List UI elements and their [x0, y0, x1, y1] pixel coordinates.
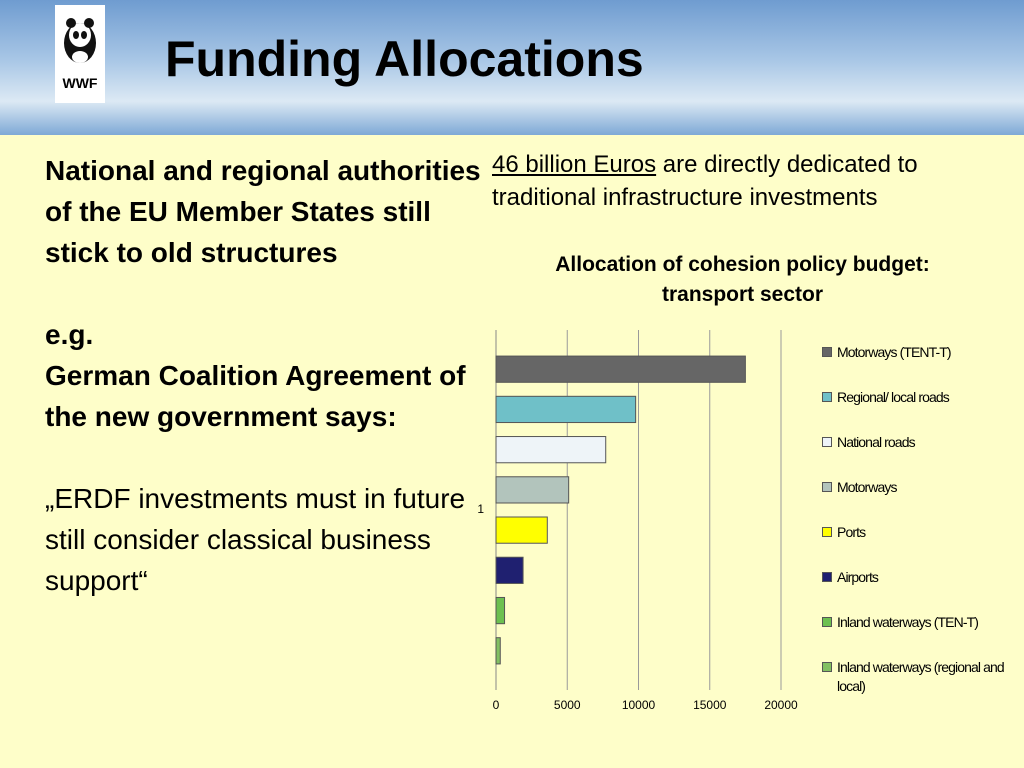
x-tick-label: 15000: [693, 698, 727, 712]
legend-label: Motorways: [837, 479, 897, 495]
legend-label: Regional/ local roads: [837, 389, 950, 405]
bar: [495, 637, 501, 665]
intro: 46 billion Euros are directly dedicated …: [492, 148, 1012, 214]
legend-label: Airports: [837, 569, 879, 585]
legend-item: National roads: [822, 433, 1022, 452]
bar: [495, 596, 506, 625]
y-tick-label: 1: [477, 502, 484, 516]
legend-item: Motorways: [822, 478, 1022, 497]
x-tick-label: 20000: [764, 698, 798, 712]
paragraph: e.g.: [45, 319, 94, 350]
legend-label: National roads: [837, 434, 916, 450]
quote: „ERDF investments must in future still c…: [45, 483, 466, 596]
chart-title: Allocation of cohesion policy budget: tr…: [555, 253, 930, 306]
bar: [495, 355, 746, 383]
legend-swatch: [822, 527, 832, 537]
legend-swatch: [822, 347, 832, 357]
title: Funding Allocations: [165, 31, 644, 87]
bar: [495, 516, 548, 544]
intro-text: are directly dedicated to traditional in…: [492, 151, 918, 211]
bar: [495, 476, 570, 504]
left-text: National and regional authorities of the…: [45, 150, 495, 642]
legend-item: Ports: [822, 523, 1022, 542]
x-tick-label: 0: [493, 698, 500, 712]
legend-swatch: [822, 662, 832, 672]
x-tick-label: 5000: [554, 698, 581, 712]
legend-item: Motorways (TENT-T): [822, 343, 1022, 362]
legend-swatch: [822, 392, 832, 402]
logo: WWF: [55, 5, 105, 103]
legend-item: Inland waterways (regional and local): [822, 658, 1022, 696]
legend-item: Inland waterways (TEN-T): [822, 613, 1022, 632]
paragraph: German Coalition Agreement of the new go…: [45, 360, 466, 432]
panda-icon: [64, 18, 96, 63]
bar: [495, 556, 524, 584]
link[interactable]: 46 billion Euros: [492, 151, 657, 178]
legend-swatch: [822, 617, 832, 627]
legend-label: Ports: [837, 524, 866, 540]
legend-label: Motorways (TENT-T): [837, 344, 952, 360]
x-tick-label: 10000: [622, 698, 656, 712]
legend-item: Airports: [822, 568, 1022, 587]
legend-swatch: [822, 437, 832, 447]
legend-swatch: [822, 482, 832, 492]
logo-text: WWF: [62, 75, 98, 91]
bar: [495, 395, 637, 424]
header-banner: [0, 0, 1024, 135]
legend-item: Regional/ local roads: [822, 388, 1022, 407]
legend-swatch: [822, 572, 832, 582]
paragraph: National and regional authorities of the…: [45, 155, 481, 268]
legend-label: Inland waterways (TEN-T): [837, 614, 979, 630]
legend-label: Inland waterways (regional and local): [837, 659, 1005, 694]
bar: [495, 436, 607, 464]
